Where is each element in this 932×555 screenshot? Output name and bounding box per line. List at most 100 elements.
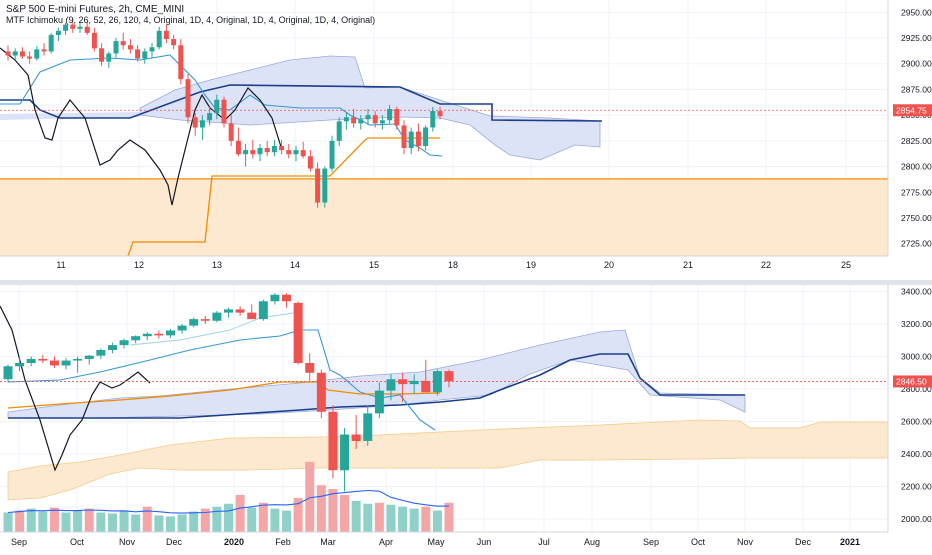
top-x-tick-label: 21 — [683, 260, 693, 270]
top-candle-body — [365, 115, 371, 120]
top-candle-body — [250, 150, 256, 155]
bottom-x-tick-label: 2021 — [840, 537, 860, 547]
kijun-line-bottom — [8, 353, 745, 419]
top-candle-body — [99, 48, 105, 62]
top-candle-body — [307, 156, 313, 169]
top-candle-body — [27, 56, 33, 59]
volume-bar — [165, 516, 175, 532]
chart-legend: S&P 500 E-mini Futures, 2h, CME_MINI MTF… — [6, 4, 375, 26]
top-y-tick-label: 2775.00 — [901, 187, 932, 197]
top-candle-body — [423, 127, 429, 146]
volume-bar — [444, 502, 454, 532]
top-candle-body — [192, 117, 198, 128]
top-x-tick-label: 15 — [369, 260, 379, 270]
bottom-candle-body — [386, 379, 396, 391]
bottom-price-axis[interactable]: 3400.00 3200.00 3000.00 2800.00 2600.00 2400.… — [887, 285, 932, 532]
bottom-x-tick-label: Sep — [11, 537, 27, 547]
top-candle-body — [48, 34, 54, 52]
top-time-axis[interactable]: 11 12 13 14 15 18 19 20 21 22 25 — [0, 255, 932, 285]
top-candle-body — [351, 117, 357, 124]
top-candle-body — [163, 30, 169, 40]
volume-bar — [84, 508, 94, 532]
bottom-candle-series — [3, 293, 454, 492]
volume-bar — [142, 506, 152, 532]
top-pane[interactable]: 2950.002925.002900.002875.002850.002825.… — [0, 0, 932, 285]
top-candle-body — [77, 26, 83, 29]
bottom-candle-body — [26, 358, 36, 363]
volume-bar — [224, 503, 233, 532]
indicator-label[interactable]: MTF Ichimoku (9, 26, 52, 26, 120, 4, Ori… — [6, 15, 376, 25]
top-candle-body — [379, 120, 385, 124]
pane-separator[interactable] — [0, 280, 932, 285]
chikou-line-bottom — [0, 305, 151, 472]
top-x-tick-label: 19 — [526, 260, 536, 270]
volume-bar — [351, 500, 361, 532]
bottom-y-tick-label: 2200.00 — [901, 482, 932, 492]
bottom-candle-body — [293, 302, 303, 363]
bottom-x-tick-label: Aug — [584, 537, 600, 547]
volume-bars — [3, 461, 454, 532]
volume-bar — [282, 510, 292, 532]
bottom-x-tick-label: Nov — [737, 537, 754, 547]
top-candle-body — [142, 51, 148, 59]
bottom-candle-body — [340, 434, 350, 471]
bottom-y-tick-label: 3400.00 — [901, 287, 932, 297]
top-candle-body — [156, 30, 162, 48]
bottom-candle-body — [444, 371, 454, 382]
top-y-tick-label: 2725.00 — [901, 239, 932, 249]
volume-bar — [177, 514, 187, 532]
bottom-x-tick-label: Feb — [275, 537, 291, 547]
top-y-tick-label: 2800.00 — [901, 162, 932, 172]
volume-bar — [328, 489, 338, 532]
bottom-candle-body — [49, 360, 59, 366]
bottom-candle-body — [107, 345, 117, 350]
bottom-candle-body — [189, 319, 199, 326]
bottom-y-tick-label: 2600.00 — [901, 417, 932, 427]
top-candle-body — [185, 79, 191, 118]
bottom-candle-body — [3, 366, 13, 380]
volume-bar — [258, 502, 268, 532]
bottom-pane[interactable]: 3400.00 3200.00 3000.00 2800.00 2600.00 2400.… — [0, 285, 932, 547]
top-candle-body — [41, 49, 47, 52]
volume-bar — [15, 510, 25, 532]
top-x-tick-label: 11 — [56, 260, 65, 270]
top-candle-body — [408, 131, 414, 149]
bottom-time-axis[interactable]: Sep Oct Nov Dec 2020 Feb Mar Apr May Jun Jul Aug Sep… — [0, 531, 888, 547]
bottom-candle-body — [421, 380, 431, 393]
volume-bar — [3, 512, 13, 532]
volume-bar — [305, 461, 315, 532]
bottom-candle-body — [200, 319, 210, 321]
top-candle-body — [34, 49, 40, 59]
top-candle-body — [394, 108, 400, 126]
top-x-tick-label: 18 — [448, 260, 458, 270]
symbol-title[interactable]: S&P 500 E-mini Futures, 2h, CME_MINI — [6, 4, 185, 15]
top-candle-body — [5, 51, 11, 56]
bottom-x-tick-label: Oct — [691, 537, 706, 547]
bottom-candle-body — [235, 309, 245, 313]
senkou-thin-line — [129, 311, 301, 346]
bottom-x-tick-label: 2020 — [224, 537, 244, 547]
top-candle-body — [178, 45, 184, 80]
bottom-y-tick-label: 2400.00 — [901, 449, 932, 459]
top-candle-body — [286, 150, 292, 155]
bottom-candle-body — [224, 309, 233, 313]
bottom-candle-body — [363, 413, 373, 441]
volume-bar — [119, 510, 129, 532]
top-candle-body — [322, 168, 328, 203]
top-x-tick-label: 25 — [841, 260, 851, 270]
senkou-step-line — [127, 137, 440, 257]
top-candle-series — [5, 18, 443, 208]
volume-ma-line — [7, 489, 450, 514]
top-price-axis[interactable]: 2950.002925.002900.002875.002850.002825.… — [887, 0, 932, 256]
top-x-tick-label: 20 — [604, 260, 614, 270]
kijun-line — [0, 84, 603, 122]
bottom-y-tick-label: 3000.00 — [901, 352, 932, 362]
tenkan-line-bottom — [7, 329, 436, 431]
bottom-candle-body — [351, 434, 361, 441]
volume-bar — [38, 511, 48, 532]
bottom-candle-body — [15, 363, 25, 367]
bottom-candle-body — [316, 372, 326, 412]
top-y-tick-label: 2825.00 — [901, 136, 932, 146]
